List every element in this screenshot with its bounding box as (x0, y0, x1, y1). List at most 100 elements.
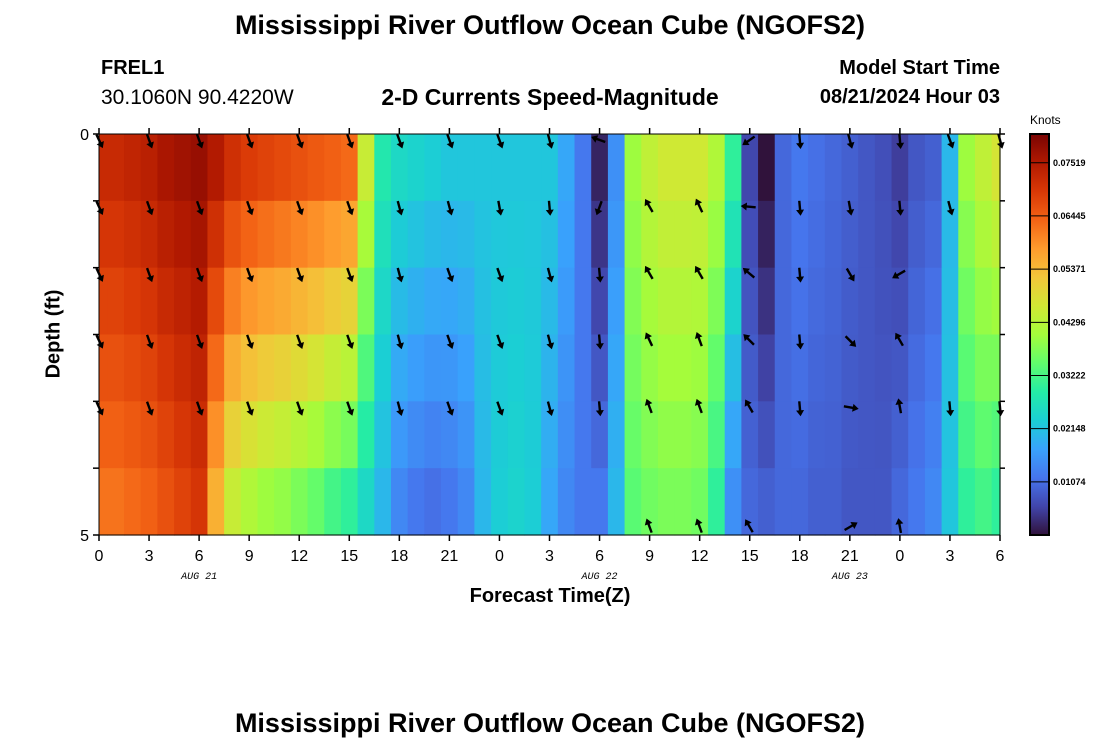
current-arrow (546, 401, 555, 416)
heatmap-cell (290, 468, 309, 536)
heatmap-cell (140, 200, 158, 269)
heatmap-cell (657, 134, 676, 202)
x-axis-label: Forecast Time(Z) (469, 585, 631, 607)
heatmap-cell (891, 334, 909, 402)
heatmap-cell (674, 200, 692, 269)
heatmap-cell (541, 401, 559, 469)
current-arrow (296, 334, 304, 349)
heatmap-cell (607, 134, 626, 202)
heatmap-cell (808, 200, 826, 269)
heatmap-cell (607, 267, 626, 336)
heatmap-cell (774, 267, 793, 336)
heatmap-cell (174, 334, 192, 402)
heatmap-cell (557, 267, 576, 336)
heatmap-cell (958, 468, 976, 536)
heatmap-cell (974, 401, 993, 469)
heatmap-cell (774, 200, 793, 269)
x-tick-label: 6 (595, 548, 604, 565)
current-arrow (546, 334, 555, 350)
date-label: AUG 23 (831, 572, 868, 583)
heatmap-cell (340, 334, 359, 402)
heatmap-cell (691, 134, 709, 202)
heatmap-cell (841, 468, 859, 536)
heatmap-cell (507, 200, 526, 269)
heatmap-cell (657, 267, 676, 336)
heatmap-cell (207, 267, 225, 336)
current-arrow (595, 334, 604, 350)
current-arrow (594, 200, 603, 216)
heatmap-cell (474, 134, 492, 202)
heatmap-cell (657, 334, 676, 402)
heatmap-cell (924, 334, 943, 402)
heatmap-cell (541, 267, 559, 336)
x-tick-label: 21 (841, 548, 859, 565)
heatmap-cell (107, 134, 125, 202)
heatmap-cell (524, 267, 542, 336)
heatmap-cell (924, 401, 943, 469)
current-arrow (595, 267, 604, 283)
heatmap-cell (624, 267, 642, 336)
current-arrow (546, 133, 555, 149)
heatmap-cell (524, 334, 542, 402)
heatmap-cell (441, 334, 459, 402)
heatmap-cell (124, 200, 142, 269)
heatmap-cell (741, 334, 759, 402)
current-arrow (246, 267, 254, 283)
heatmap-cell (524, 468, 542, 536)
heatmap-cell (591, 134, 609, 202)
current-arrow (843, 403, 859, 412)
current-arrow (896, 200, 905, 216)
bottom-title: Mississippi River Outflow Ocean Cube (NG… (234, 708, 866, 738)
heatmap-cell (891, 468, 909, 536)
heatmap-cell (290, 200, 309, 269)
heatmap-cell (657, 401, 676, 469)
x-tick-label: 21 (440, 548, 458, 565)
heatmap-cell (240, 267, 259, 336)
heatmap-cell (424, 334, 442, 402)
heatmap-cell (157, 334, 175, 402)
heatmap-cell (491, 267, 509, 336)
date-label: AUG 21 (180, 572, 217, 583)
x-tick-label: 0 (95, 548, 104, 565)
heatmap-cell (824, 200, 843, 269)
heatmap-cell (140, 267, 158, 336)
plot-axes: 0 3 6 9 12 15 18 21 0 3 6 9 12 15 18 21 0 3 6 AUG 21 AUG 22 A… (80, 127, 1005, 583)
current-arrow (446, 401, 455, 416)
model-start-value: 08/21/2024 Hour 03 (819, 86, 1000, 108)
current-arrow (595, 401, 604, 417)
current-arrow (446, 334, 455, 349)
heatmap-cell (107, 267, 125, 336)
heatmap-cell (107, 334, 125, 402)
heatmap-cell (174, 468, 192, 536)
heatmap-cell (240, 401, 259, 469)
current-arrow (946, 401, 955, 417)
heatmap-cell (340, 200, 359, 269)
x-tick-label: 6 (996, 548, 1005, 565)
heatmap-cell (507, 401, 526, 469)
heatmap-cell (190, 267, 209, 336)
current-arrow (396, 200, 404, 216)
current-arrow (145, 401, 154, 416)
heatmap-cell (607, 401, 626, 469)
heatmap-cell (591, 468, 609, 536)
heatmap-cell (240, 468, 259, 536)
heatmap-cell (207, 468, 225, 536)
colorbar: 0.07519 0.06445 0.05371 0.04296 0.03222 0.021… (1029, 133, 1086, 536)
heatmap-cell (441, 401, 459, 469)
x-tick-label: 3 (145, 548, 154, 565)
current-arrow (894, 332, 904, 347)
colorbar-tick-label: 0.04296 (1053, 317, 1086, 327)
heatmap-cell (991, 267, 1001, 336)
heatmap-cell (124, 468, 142, 536)
current-arrow (495, 200, 504, 216)
current-arrow (796, 200, 805, 216)
current-arrow (446, 133, 455, 149)
heatmap-cell (591, 267, 609, 336)
heatmap-cell (557, 468, 576, 536)
heatmap-cell (340, 267, 359, 336)
current-arrow (742, 135, 756, 146)
heatmap-cell (107, 468, 125, 536)
heatmap-cell (724, 468, 742, 536)
heatmap-cell (190, 401, 209, 469)
